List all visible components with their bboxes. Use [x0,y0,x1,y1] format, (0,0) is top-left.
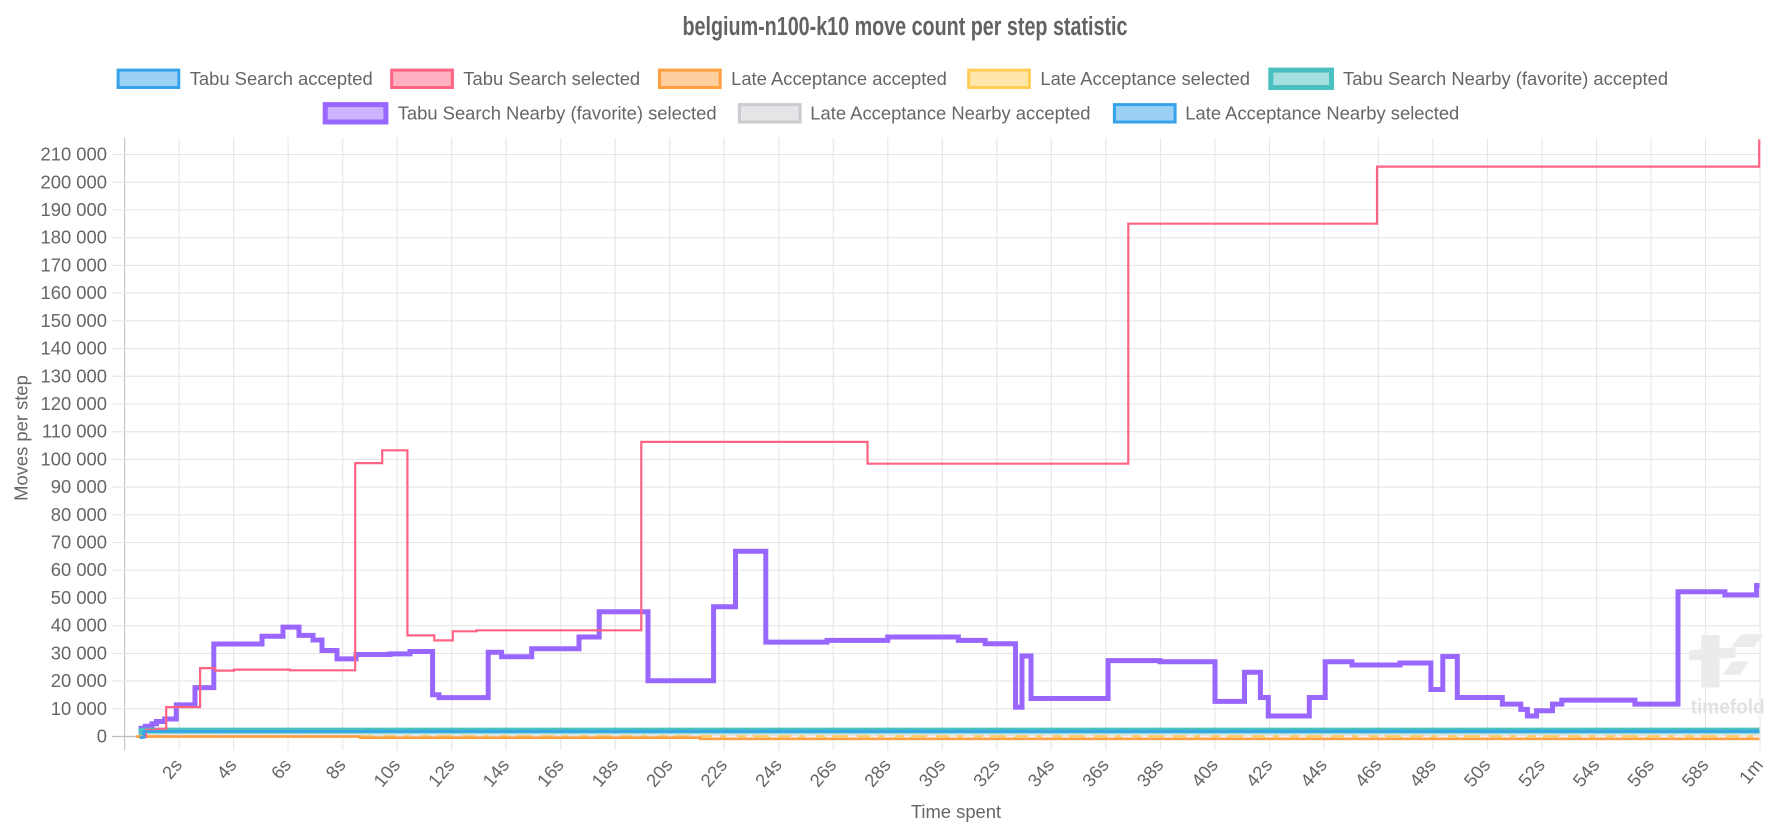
svg-text:Late Acceptance Nearby selecte: Late Acceptance Nearby selected [1185,103,1459,124]
svg-text:210 000: 210 000 [41,144,107,165]
svg-text:100 000: 100 000 [41,448,107,469]
svg-text:Late Acceptance selected: Late Acceptance selected [1040,68,1250,89]
svg-text:Tabu Search Nearby (favorite): Tabu Search Nearby (favorite) accepted [1343,68,1668,89]
svg-text:120 000: 120 000 [41,393,107,414]
svg-text:belgium-n100-k10 move count pe: belgium-n100-k10 move count per step sta… [683,13,1128,41]
svg-text:0: 0 [97,726,107,747]
svg-text:80 000: 80 000 [51,504,107,525]
svg-text:Tabu Search Nearby (favorite): Tabu Search Nearby (favorite) selected [398,103,717,124]
svg-text:Moves per step: Moves per step [11,375,32,501]
svg-text:140 000: 140 000 [41,338,107,359]
svg-text:70 000: 70 000 [51,532,107,553]
svg-text:10 000: 10 000 [51,698,107,719]
svg-text:Tabu Search accepted: Tabu Search accepted [190,68,373,89]
svg-text:200 000: 200 000 [41,171,107,192]
svg-text:150 000: 150 000 [41,310,107,331]
svg-text:timefold: timefold [1691,696,1765,719]
svg-text:Time spent: Time spent [911,801,1001,822]
svg-text:Tabu Search selected: Tabu Search selected [463,68,640,89]
svg-text:170 000: 170 000 [41,254,107,275]
svg-text:Late Acceptance Nearby accepte: Late Acceptance Nearby accepted [810,103,1090,124]
svg-text:190 000: 190 000 [41,199,107,220]
svg-text:50 000: 50 000 [51,587,107,608]
svg-text:20 000: 20 000 [51,670,107,691]
svg-text:130 000: 130 000 [41,365,107,386]
svg-text:40 000: 40 000 [51,615,107,636]
svg-text:90 000: 90 000 [51,476,107,497]
svg-text:180 000: 180 000 [41,227,107,248]
svg-text:60 000: 60 000 [51,559,107,580]
svg-text:30 000: 30 000 [51,642,107,663]
svg-text:160 000: 160 000 [41,282,107,303]
svg-text:Late Acceptance accepted: Late Acceptance accepted [731,68,947,89]
svg-text:110 000: 110 000 [42,421,107,442]
